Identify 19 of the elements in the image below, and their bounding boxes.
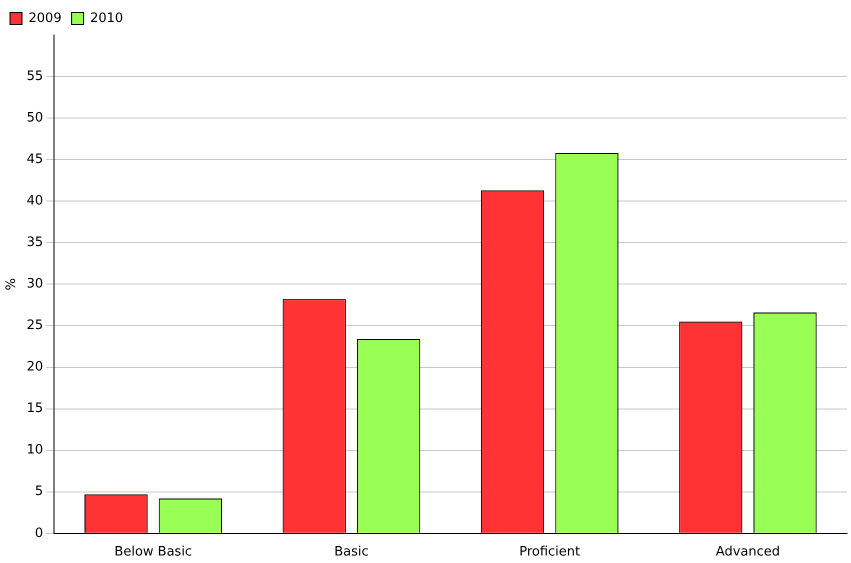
x-tick-label: Below Basic	[114, 544, 192, 560]
y-tick-label: 0	[34, 526, 44, 541]
y-axis-title: %	[4, 278, 20, 290]
legend-label: 2010	[90, 10, 124, 26]
y-tick-label: 40	[26, 194, 44, 209]
y-tick-label: 55	[26, 68, 44, 84]
y-tick-label: 5	[34, 484, 44, 500]
legend-label: 2009	[28, 10, 62, 26]
x-tick-label: Advanced	[716, 544, 780, 560]
y-tick-label: 25	[26, 318, 44, 334]
y-tick-label: 30	[26, 276, 44, 292]
x-tick-label: Proficient	[519, 544, 580, 560]
y-tick-label: 15	[26, 401, 44, 416]
y-tick-label: 45	[26, 152, 44, 167]
y-tick-label: 10	[26, 442, 44, 458]
y-tick-label: 20	[26, 360, 44, 375]
y-tick-label: 35	[26, 235, 44, 250]
x-tick-label: Basic	[334, 544, 369, 560]
y-tick-label: 50	[26, 110, 44, 126]
